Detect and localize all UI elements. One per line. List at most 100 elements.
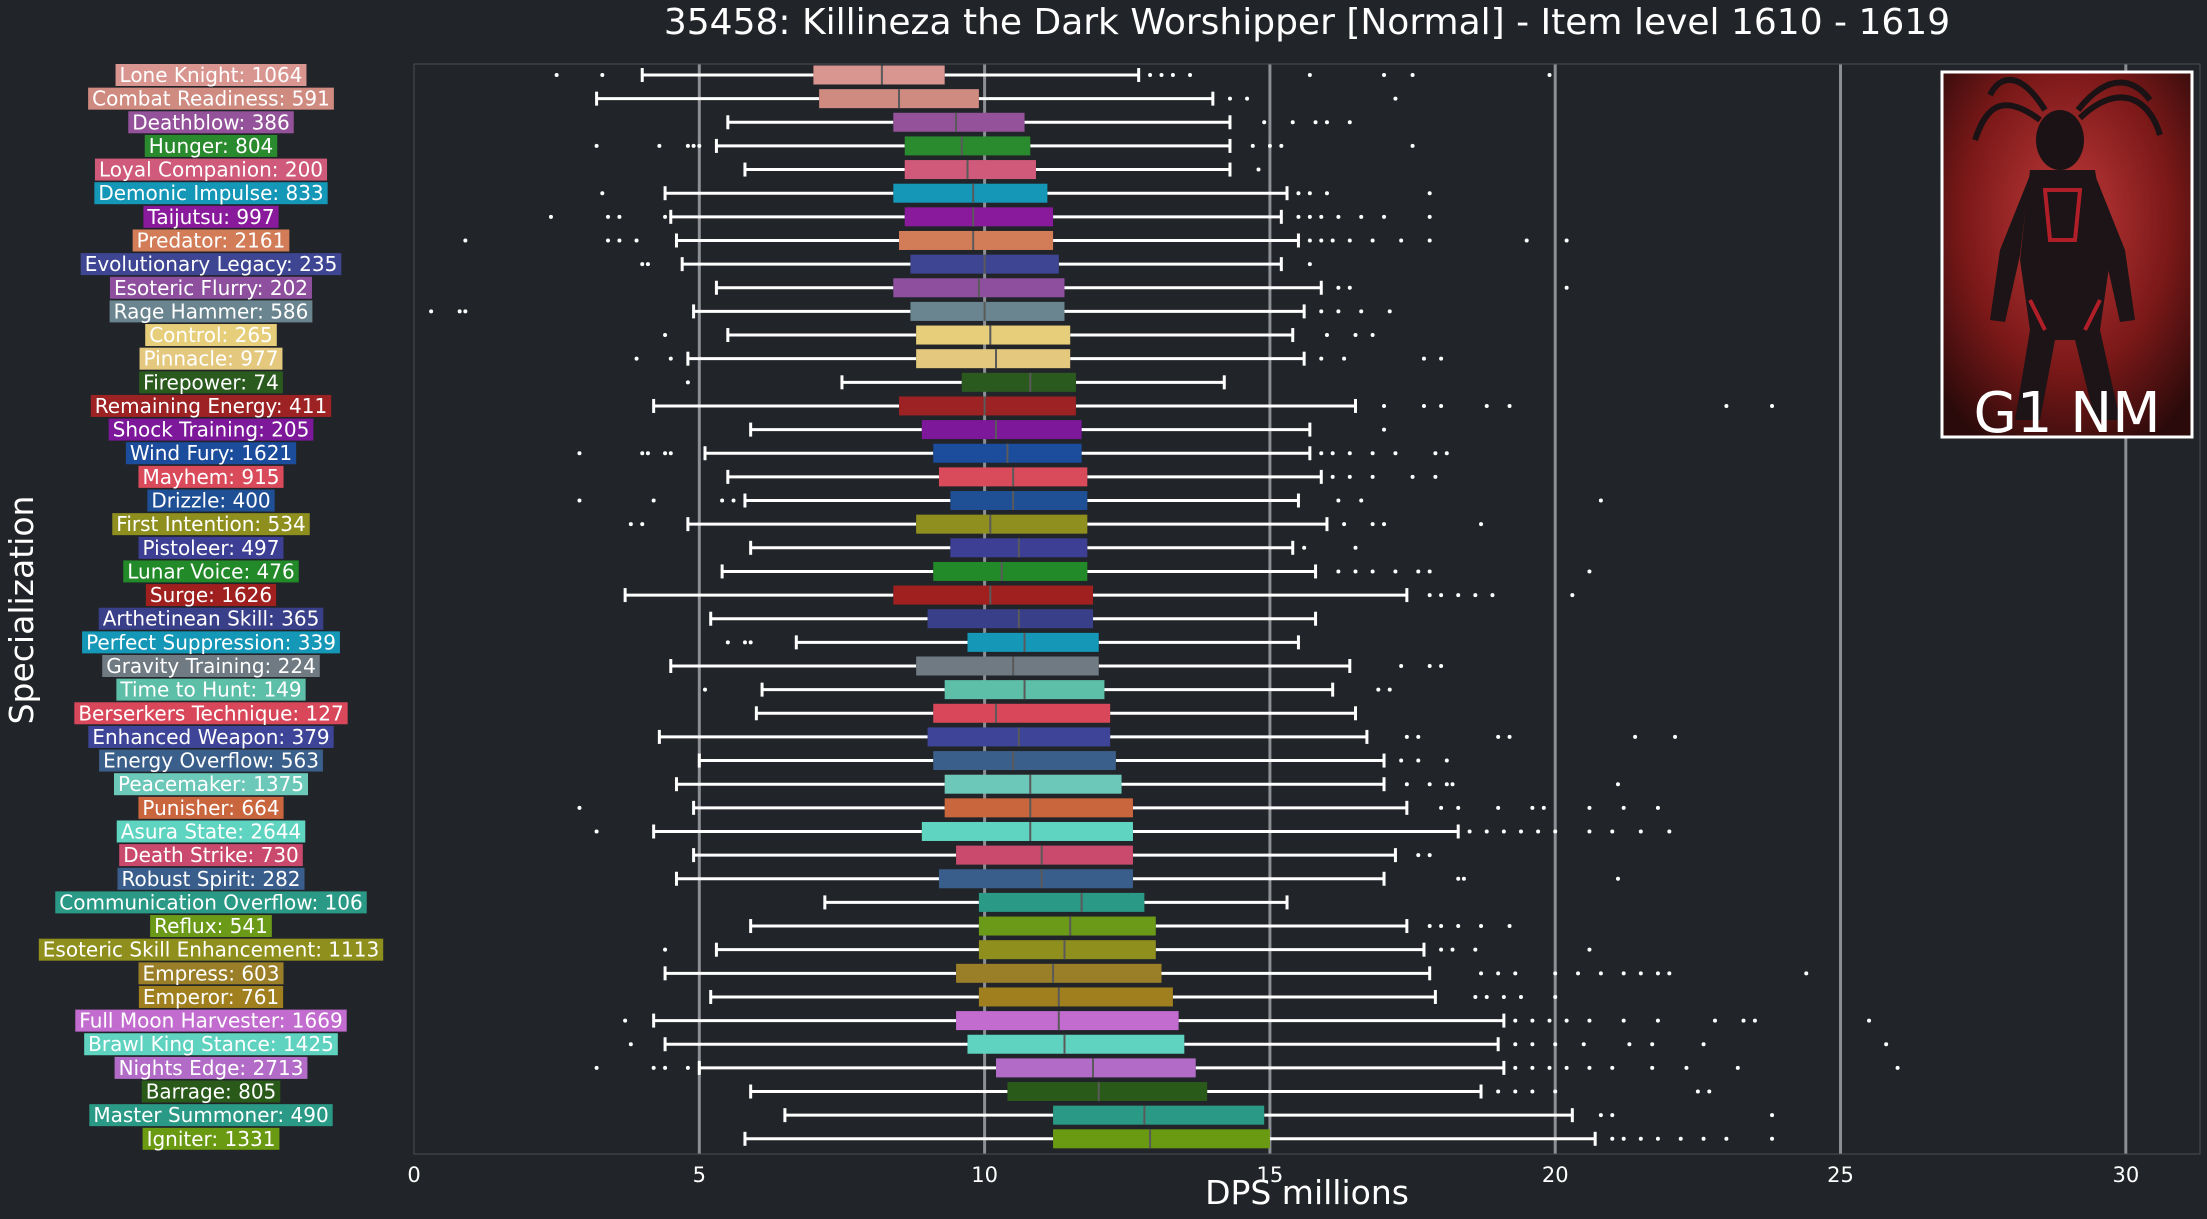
specialization-label-bg	[102, 655, 320, 677]
outlier-point	[1307, 191, 1312, 196]
outlier-point	[1615, 782, 1620, 787]
outlier-point	[1439, 664, 1444, 668]
iqr-box	[916, 349, 1071, 369]
outlier-point	[1638, 829, 1643, 834]
specialization-label-bg	[94, 182, 328, 205]
specialization-label-bg	[147, 489, 275, 512]
outlier-point	[1307, 262, 1312, 267]
specialization-label: Control: 265	[145, 323, 277, 347]
specialization-label-bg	[114, 773, 308, 796]
outlier-point	[1256, 167, 1261, 172]
iqr-box	[893, 183, 1048, 203]
outlier-point	[1484, 403, 1489, 408]
outlier-point	[1324, 191, 1329, 196]
specialization-label-bg	[108, 418, 314, 441]
outlier-point	[1433, 451, 1438, 456]
specialization-label-text: Nights Edge: 2713	[119, 1056, 304, 1080]
specialization-label: Esoteric Skill Enhancement: 1113	[38, 938, 384, 962]
specialization-label-text: Gravity Training: 224	[106, 654, 316, 678]
outlier-point	[1336, 309, 1341, 314]
specialization-label: Communication Overflow: 106	[55, 890, 367, 914]
outlier-point	[1610, 1113, 1615, 1118]
outlier-point	[1513, 1065, 1518, 1070]
outlier-point	[463, 309, 468, 314]
iqr-box	[933, 751, 1116, 771]
outlier-point	[1524, 238, 1529, 243]
specialization-label: Empress: 603	[138, 961, 284, 985]
iqr-box	[938, 869, 1133, 889]
outlier-point	[1513, 1018, 1518, 1023]
outlier-point	[1541, 805, 1546, 810]
outlier-point	[1347, 285, 1352, 290]
outlier-point	[663, 1065, 668, 1070]
outlier-point	[1484, 994, 1489, 999]
specialization-label-text: Mayhem: 915	[142, 465, 279, 489]
outlier-point	[594, 143, 599, 148]
box-series-item	[577, 443, 1449, 463]
outlier-point	[1319, 309, 1324, 314]
specialization-label-bg	[99, 749, 323, 772]
outlier-point	[1530, 1089, 1535, 1094]
outlier-point	[1427, 782, 1432, 787]
outlier-point	[1867, 1018, 1872, 1023]
specialization-label-text: Loyal Companion: 200	[99, 158, 323, 182]
specialization-label-text: Predator: 2161	[137, 228, 286, 252]
outlier-point	[1376, 687, 1381, 692]
outlier-point	[1336, 214, 1341, 219]
outlier-point	[1370, 238, 1375, 243]
outlier-point	[1667, 971, 1672, 976]
y-axis-label: Specialization	[2, 496, 41, 725]
outlier-point	[1324, 120, 1329, 125]
box-series-item	[823, 892, 1289, 912]
specialization-label: Remaining Energy: 411	[90, 394, 332, 418]
specialization-label-bg	[138, 985, 284, 1008]
outlier-point	[1279, 143, 1284, 148]
box-series-item	[594, 136, 1415, 156]
outlier-point	[628, 1042, 633, 1047]
outlier-point	[1678, 1136, 1683, 1141]
iqr-box	[1053, 1129, 1270, 1149]
outlier-point	[1404, 734, 1409, 739]
outlier-point	[457, 309, 462, 314]
iqr-box	[950, 491, 1088, 511]
specialization-label-text: Peacemaker: 1375	[118, 772, 304, 796]
outlier-point	[1427, 569, 1432, 574]
box-series-item	[726, 112, 1352, 132]
iqr-box	[978, 892, 1145, 912]
box-series-item	[674, 774, 1620, 794]
outlier-point	[691, 143, 696, 148]
specialization-label-bg	[138, 962, 284, 985]
iqr-box	[899, 230, 1054, 250]
outlier-point	[1387, 687, 1392, 692]
specialization-label: Reflux: 541	[150, 914, 272, 938]
specialization-label-bg	[145, 584, 277, 607]
outlier-point	[1347, 474, 1352, 479]
iqr-box	[956, 1011, 1179, 1031]
box-series-item	[600, 183, 1432, 203]
chart-title: 35458: Killineza the Dark Worshipper [No…	[664, 2, 1950, 43]
box-series-item	[692, 845, 1432, 865]
outlier-point	[606, 214, 611, 219]
outlier-point	[668, 451, 673, 456]
x-tick-label: 25	[1827, 1163, 1854, 1187]
specialization-label-text: Reflux: 541	[154, 914, 268, 938]
specialization-label-bg	[88, 725, 334, 748]
outlier-point	[1245, 96, 1250, 101]
specialization-label: Time to Hunt: 149	[116, 678, 306, 702]
iqr-box	[978, 987, 1173, 1007]
outlier-point	[463, 238, 468, 243]
outlier-point	[1587, 947, 1592, 952]
outlier-point	[1684, 1065, 1689, 1070]
outlier-point	[1479, 522, 1484, 527]
box-series-item	[594, 821, 1672, 841]
outlier-point	[1884, 1042, 1889, 1047]
specialization-label: Gravity Training: 224	[102, 654, 320, 678]
outlier-point	[1307, 214, 1312, 219]
outlier-point	[1330, 451, 1335, 456]
outlier-point	[1507, 734, 1512, 739]
iqr-box	[904, 207, 1054, 227]
outlier-point	[1496, 971, 1501, 976]
outlier-point	[1399, 758, 1404, 763]
specialization-label-bg	[132, 229, 290, 252]
